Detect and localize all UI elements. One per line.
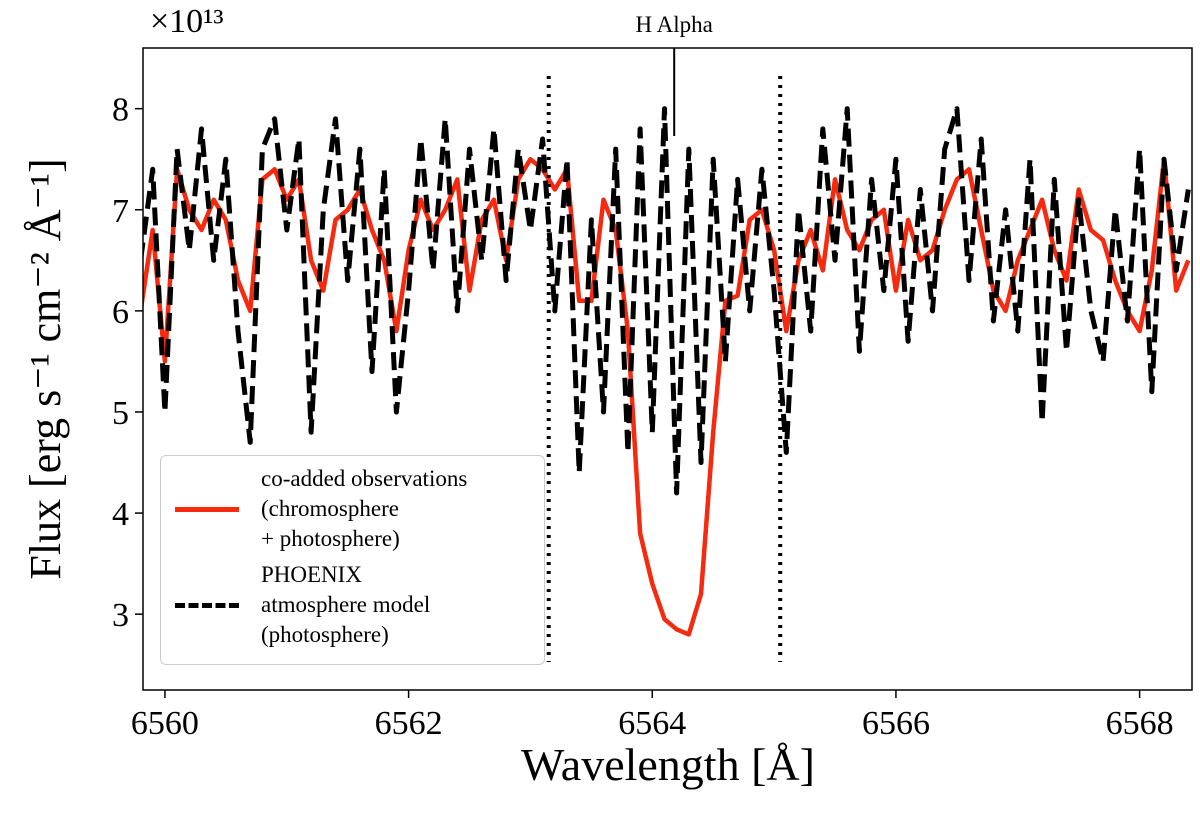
x-tick-label: 6568 (1106, 705, 1174, 742)
y-tick-label: 6 (112, 294, 129, 331)
legend-swatch (175, 506, 239, 512)
legend-label: PHOENIX atmosphere model (photosphere) (261, 562, 431, 647)
offset-label: ×10¹³ (150, 3, 224, 40)
series-line (143, 106, 1191, 496)
y-tick-label: 3 (112, 597, 129, 634)
legend-label: co-added observations (chromosphere + ph… (261, 466, 468, 551)
y-tick-label: 4 (112, 496, 129, 533)
legend: co-added observations (chromosphere + ph… (160, 455, 545, 665)
y-axis-label: Flux [erg s⁻¹ cm⁻² Å⁻¹] (21, 158, 70, 579)
y-tick-label: 5 (112, 395, 129, 432)
x-tick-label: 6564 (618, 705, 686, 742)
plot-frame (142, 47, 1193, 691)
legend-entry: co-added observations (chromosphere + ph… (171, 464, 534, 554)
legend-entry: PHOENIX atmosphere model (photosphere) (171, 560, 534, 650)
x-tick-label: 6562 (375, 705, 443, 742)
x-axis-label: Wavelength [Å] (521, 739, 815, 790)
annotation-text: H Alpha (636, 12, 713, 37)
y-tick-label: 8 (112, 92, 129, 129)
x-tick-label: 6566 (862, 705, 930, 742)
y-tick-label: 7 (112, 193, 129, 230)
x-tick-label: 6560 (131, 705, 199, 742)
legend-swatch (175, 602, 239, 608)
